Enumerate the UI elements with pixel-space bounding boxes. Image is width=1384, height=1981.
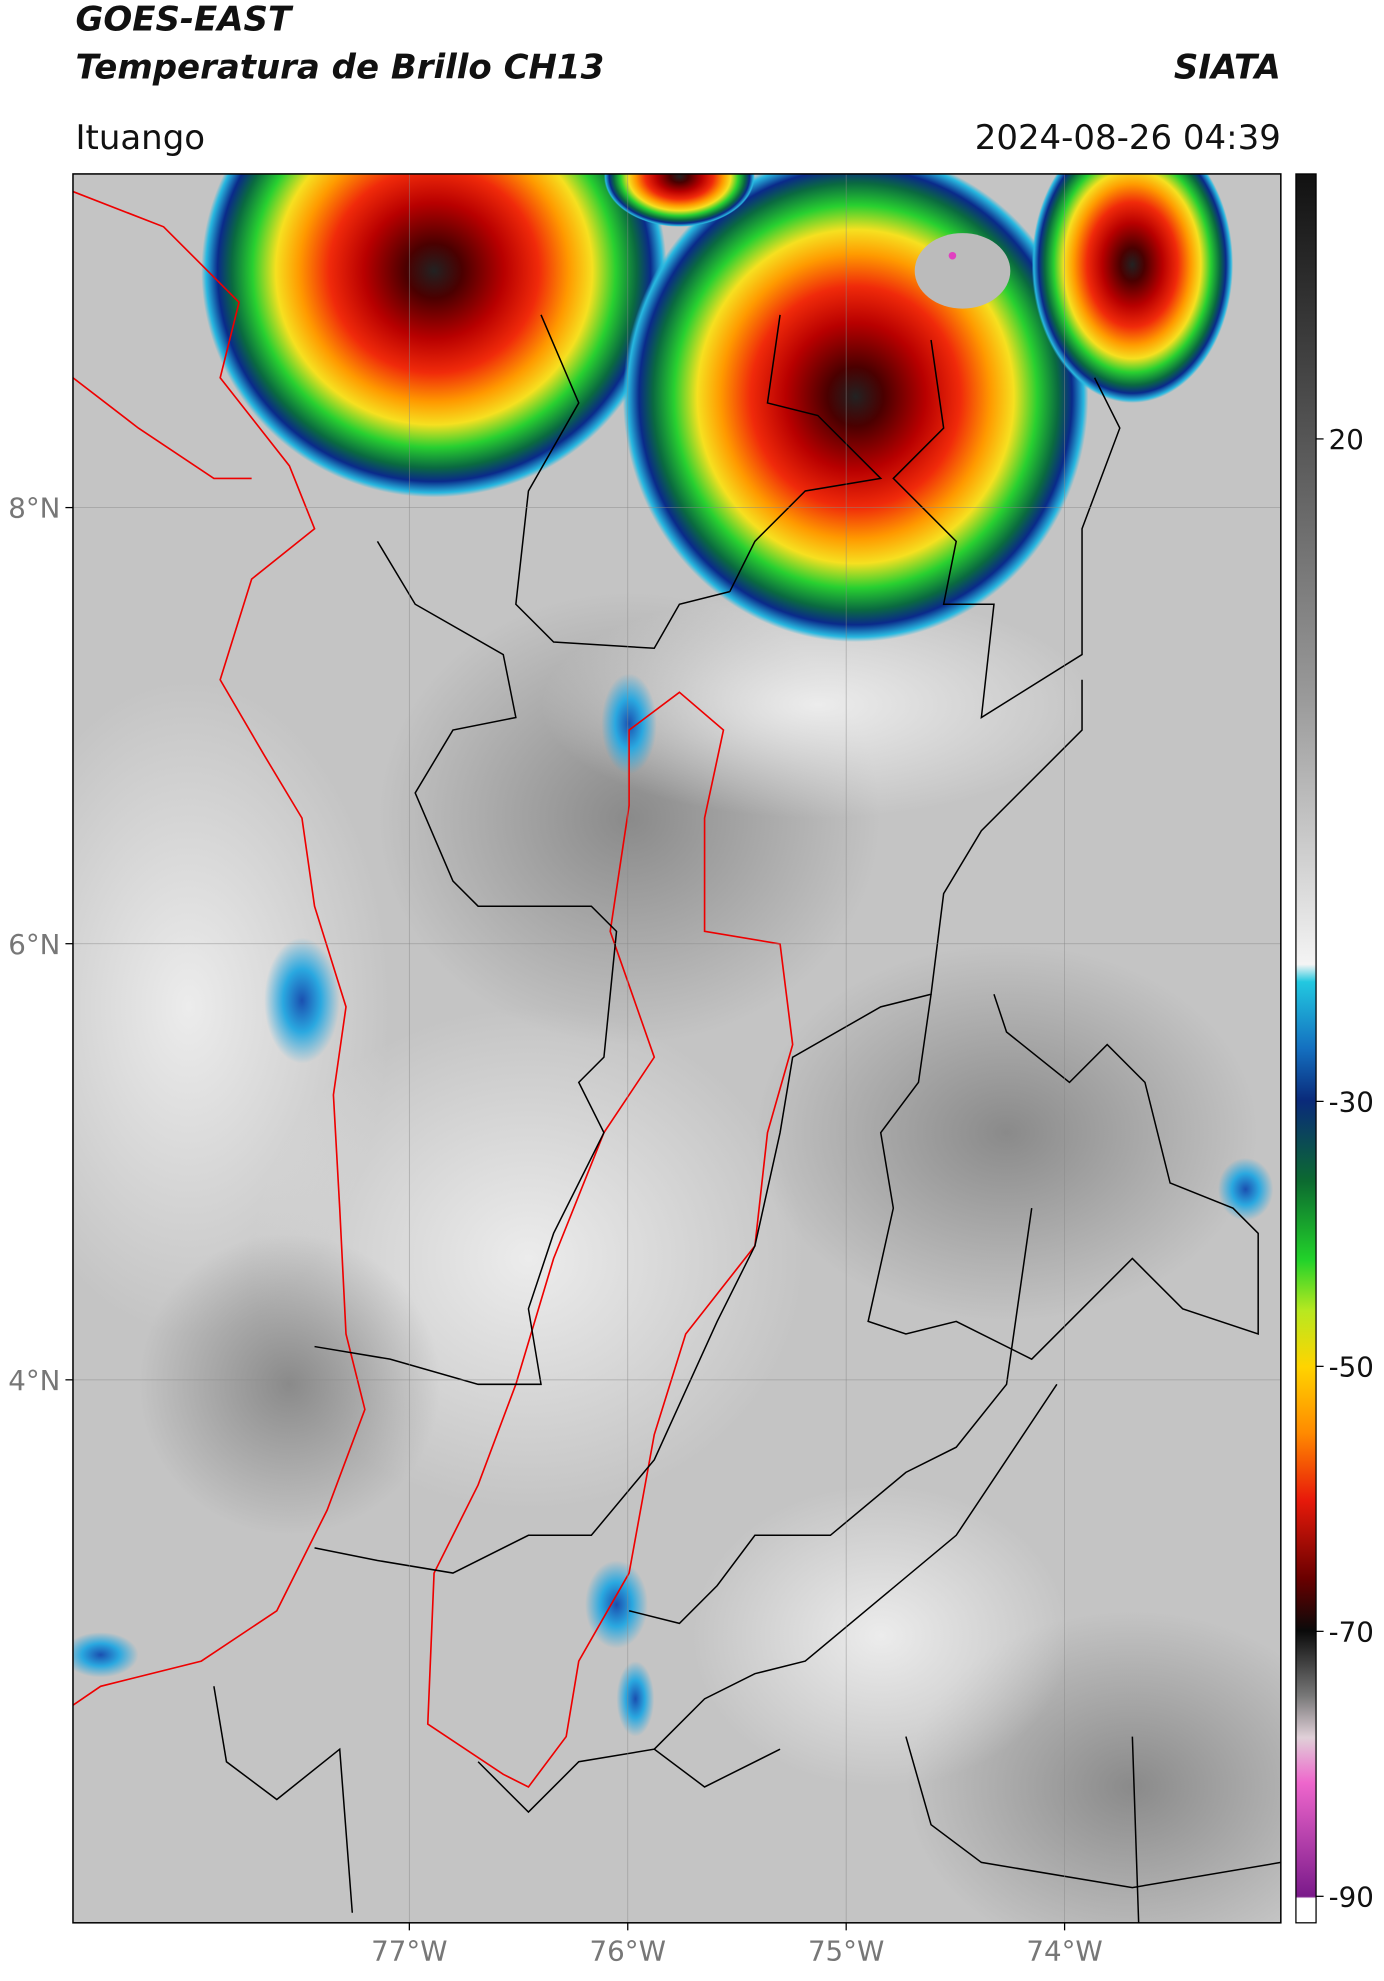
- location: Ituango: [75, 118, 205, 158]
- title: GOES-EAST: [75, 0, 293, 40]
- colorbar-tick-label: -70: [1329, 1615, 1374, 1648]
- map-frame: [72, 173, 1282, 1924]
- datetime: 2024-08-26 04:39: [975, 118, 1281, 158]
- x-tick-label: 77°W: [371, 1935, 447, 1968]
- map-grid: [72, 173, 1281, 1923]
- y-tick-label: 6°N: [8, 928, 60, 961]
- colorbar: [1295, 173, 1317, 1924]
- x-tick-label: 76°W: [590, 1935, 666, 1968]
- colorbar-tick-label: 20: [1329, 423, 1364, 456]
- y-tick-label: 4°N: [8, 1364, 60, 1397]
- subtitle: Temperatura de Brillo CH13: [75, 47, 604, 87]
- colorbar-tick-label: -50: [1329, 1350, 1374, 1383]
- x-tick-label: 74°W: [1026, 1935, 1102, 1968]
- colorbar-tick-label: -30: [1329, 1085, 1374, 1118]
- source: SIATA: [1174, 47, 1281, 87]
- colorbar-tick-label: -90: [1329, 1880, 1374, 1913]
- map-imagery: [72, 173, 1281, 1923]
- x-tick-label: 75°W: [808, 1935, 884, 1968]
- y-tick-label: 8°N: [8, 492, 60, 525]
